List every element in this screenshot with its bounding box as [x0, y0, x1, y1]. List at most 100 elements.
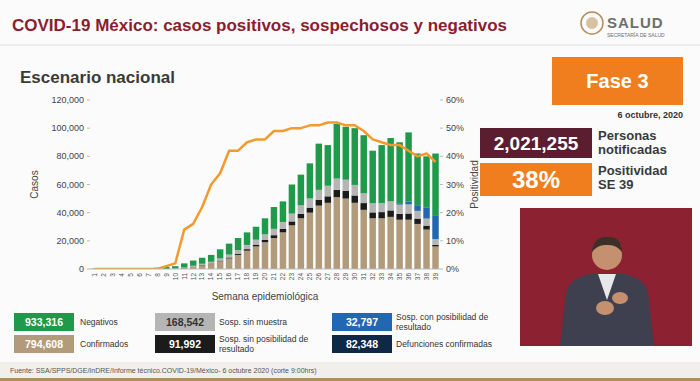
x-tick-label: 6 — [136, 273, 143, 277]
bar-segment — [217, 249, 223, 258]
x-tick-label: 30 — [351, 273, 358, 281]
x-tick-label: 35 — [396, 273, 403, 281]
x-tick-label: 33 — [378, 273, 385, 281]
x-tick-label: 11 — [181, 273, 188, 280]
stat-caption: SE 39 — [598, 177, 633, 192]
bar-segment — [343, 191, 349, 199]
bar-segment — [280, 222, 286, 229]
bar-segment — [226, 244, 232, 255]
bar-segment — [414, 211, 420, 219]
bar-segment — [378, 212, 384, 218]
x-tick-label: 31 — [360, 273, 367, 281]
y-tick-label: 80,000 — [56, 151, 84, 161]
bar-segment — [316, 200, 322, 206]
y-tick — [87, 269, 90, 270]
x-tick-label: 32 — [369, 273, 376, 281]
legend-label-line: resultado — [396, 322, 431, 332]
bar-segment — [253, 240, 259, 245]
bar-segment — [262, 240, 268, 242]
y2-tick-label: 0% — [446, 264, 459, 274]
source-note: Fuente: SSA/SPPS/DGE/InDRE/Informe técni… — [10, 367, 317, 375]
bar-segment — [298, 218, 304, 269]
phase-label: Fase 3 — [586, 70, 648, 92]
bar-segment — [405, 220, 411, 269]
footer-band — [0, 362, 700, 378]
bar-segment — [316, 144, 322, 190]
y-tick-label: 100,000 — [51, 123, 84, 133]
bar-segment — [289, 225, 295, 269]
y-tick-label: 120,000 — [51, 95, 84, 105]
legend-label-line: Confirmados — [80, 339, 128, 349]
phase-box — [552, 57, 683, 105]
bar-segment — [244, 249, 250, 251]
bar-segment — [432, 154, 438, 216]
bar-segment — [235, 250, 241, 254]
stat-caption: notificadas — [598, 142, 667, 157]
bar-segment — [387, 138, 393, 201]
x-tick-label: 3 — [109, 273, 116, 277]
logo-emblem — [581, 12, 603, 34]
bar-segment — [360, 135, 366, 193]
legend-label: Sosp. con posibilidad deresultado — [396, 312, 488, 332]
bar-segment — [423, 226, 429, 230]
bar-segment — [325, 145, 331, 186]
chart-title: Escenario nacional — [20, 68, 175, 87]
bar-segment — [181, 268, 187, 269]
bar-segment — [369, 151, 375, 204]
bar-segment — [190, 266, 196, 267]
bar-segment — [226, 255, 232, 258]
legend-swatch — [14, 313, 74, 331]
bar-segment — [343, 127, 349, 180]
interpreter-video — [520, 208, 692, 346]
x-tick-label: 23 — [288, 273, 295, 281]
y2-tick — [440, 212, 443, 213]
bar-segment — [316, 206, 322, 269]
report-date: 6 octubre, 2020 — [617, 110, 683, 120]
bar-segment — [352, 128, 358, 185]
bar-segment — [396, 214, 402, 220]
bar-segment — [172, 266, 178, 268]
legend-label-line: Negativos — [80, 317, 118, 327]
interpreter-hair — [592, 237, 622, 252]
y2-tick — [440, 128, 443, 129]
bar-segment — [298, 214, 304, 219]
bar-segment — [369, 218, 375, 269]
x-tick-label: 10 — [172, 273, 179, 281]
bar-segment — [423, 230, 429, 269]
bar-segment — [360, 203, 366, 210]
legend-label-line: Defunciones confirmadas — [396, 339, 492, 349]
y2-tick-label: 10% — [446, 236, 464, 246]
bar-segment — [405, 214, 411, 220]
bar-segment — [253, 246, 259, 269]
stat-box — [480, 128, 592, 158]
bar-segment — [423, 207, 429, 218]
x-axis-title: Semana epidemiológica — [212, 291, 319, 302]
stat-value: 2,021,255 — [494, 133, 579, 154]
bar-segment — [369, 203, 375, 212]
y2-tick — [440, 184, 443, 185]
bar-segment — [235, 238, 241, 250]
bar-segment — [414, 205, 420, 211]
bar-segment — [378, 203, 384, 212]
x-tick-label: 24 — [297, 273, 304, 281]
header-rule — [0, 45, 700, 46]
y2-tick — [440, 269, 443, 270]
x-tick-label: 22 — [279, 273, 286, 281]
legend-label: Confirmados — [80, 339, 128, 349]
legend-total: 82,348 — [346, 338, 378, 350]
y2-tick-label: 60% — [446, 95, 464, 105]
stat-caption: Positividad — [598, 163, 667, 178]
bar-segment — [396, 220, 402, 269]
bar-segment — [423, 219, 429, 226]
legend-swatch — [14, 335, 74, 353]
bar-segment — [307, 208, 313, 213]
bar-segment — [271, 229, 277, 235]
slide: COVID-19 México: casos positivos, sospec… — [0, 0, 700, 381]
bar-segment — [271, 207, 277, 229]
y-tick — [87, 212, 90, 213]
bar-segment — [414, 219, 420, 224]
y-tick — [87, 240, 90, 241]
x-tick-label: 20 — [261, 273, 268, 281]
x-tick-label: 27 — [324, 273, 331, 281]
bar-segment — [262, 218, 268, 234]
